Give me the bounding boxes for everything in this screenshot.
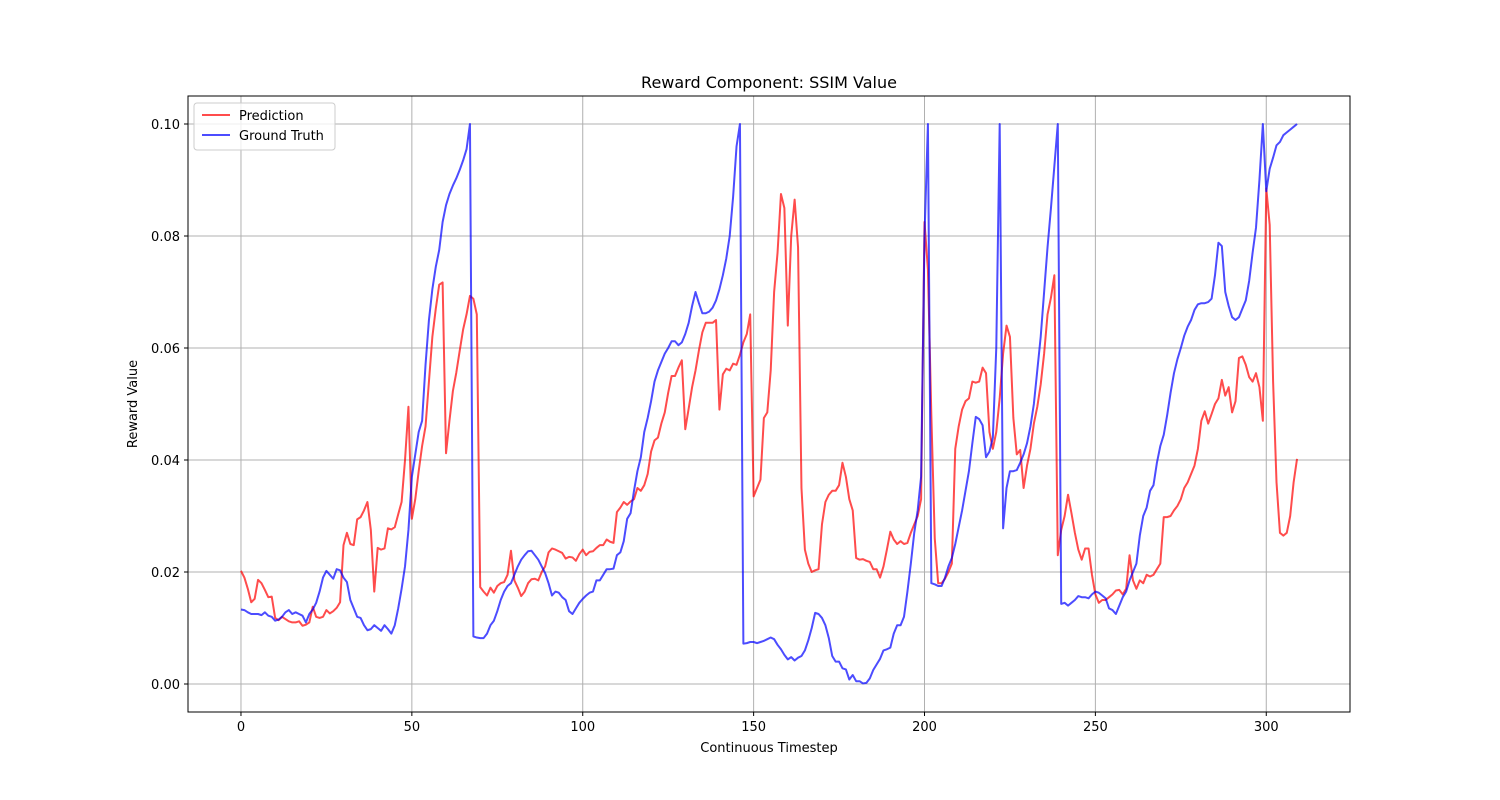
legend: Prediction Ground Truth — [193, 102, 336, 151]
series-line-ground-truth — [240, 123, 1298, 685]
x-tick-label: 100 — [570, 720, 595, 735]
x-tick-label: 150 — [741, 720, 766, 735]
y-tick-label: 0.08 — [151, 230, 180, 245]
y-tick-label: 0.04 — [151, 454, 180, 469]
chart-title: Reward Component: SSIM Value — [641, 73, 897, 92]
y-tick-label: 0.10 — [151, 118, 180, 133]
grid — [188, 96, 1350, 712]
x-tick-label: 50 — [404, 720, 421, 735]
y-tick-label: 0.06 — [151, 342, 180, 357]
y-axis-title: Reward Value — [126, 360, 141, 448]
axes-frame — [187, 95, 1351, 713]
x-axis-title: Continuous Timestep — [700, 741, 838, 756]
x-tick-label: 250 — [1083, 720, 1108, 735]
x-tick-label: 300 — [1254, 720, 1279, 735]
series-line-prediction — [240, 187, 1299, 627]
legend-label-ground-truth: Ground Truth — [239, 129, 324, 144]
x-tick-label: 0 — [237, 720, 245, 735]
legend-label-prediction: Prediction — [239, 109, 304, 124]
x-tick-label: 200 — [912, 720, 937, 735]
ticks: 0 50 100 150 200 250 300 0.00 0.02 0.04 0.06 0.08 0.… — [151, 118, 1279, 735]
y-tick-label: 0.02 — [151, 566, 180, 581]
y-tick-label: 0.00 — [151, 678, 180, 693]
series-lines — [240, 123, 1299, 685]
